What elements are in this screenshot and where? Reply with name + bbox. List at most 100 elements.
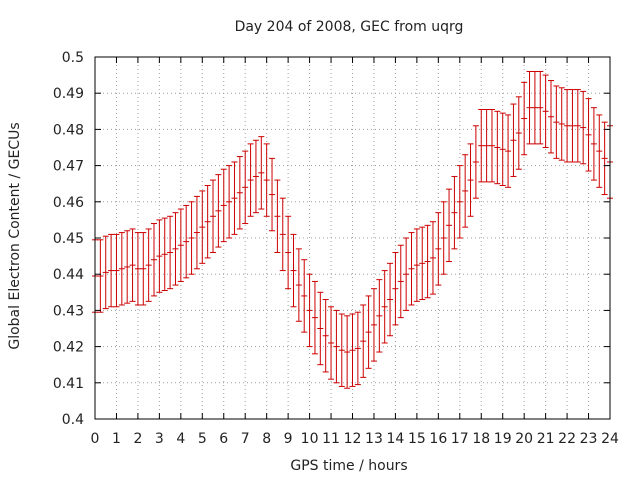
data-point <box>226 165 233 239</box>
data-point <box>269 157 276 232</box>
data-point <box>199 190 206 264</box>
data-point <box>231 161 238 235</box>
x-tick-label: 18 <box>472 431 490 447</box>
x-tick-label: 9 <box>284 431 293 447</box>
data-point <box>456 165 463 239</box>
data-point <box>488 108 495 183</box>
data-point <box>183 204 190 279</box>
x-tick-label: 14 <box>387 431 405 447</box>
data-point <box>108 233 115 308</box>
x-tick-label: 4 <box>176 431 185 447</box>
x-tick-label: 0 <box>91 431 100 447</box>
data-point <box>328 306 335 380</box>
x-tick-label: 3 <box>155 431 164 447</box>
data-point <box>419 226 426 301</box>
data-point <box>424 224 431 299</box>
y-tick-label: 0.46 <box>53 195 84 211</box>
data-point <box>585 98 592 172</box>
data-point <box>381 270 388 344</box>
data-point <box>580 90 587 165</box>
x-axis-label: GPS time / hours <box>290 458 407 474</box>
x-tick-label: 23 <box>580 431 598 447</box>
x-tick-label: 13 <box>365 431 383 447</box>
y-tick-label: 0.48 <box>53 122 84 138</box>
data-point <box>118 232 125 306</box>
y-tick-label: 0.5 <box>62 50 84 66</box>
data-point <box>499 112 506 187</box>
data-point <box>397 244 404 319</box>
data-point <box>547 80 554 154</box>
data-point <box>360 304 367 378</box>
data-point <box>258 136 265 210</box>
data-point <box>515 96 522 170</box>
y-tick-label: 0.45 <box>53 231 84 247</box>
data-point <box>467 143 474 217</box>
data-point <box>129 228 136 302</box>
data-point <box>210 179 217 253</box>
x-tick-label: 16 <box>429 431 447 447</box>
data-point <box>601 121 608 196</box>
data-point <box>236 156 243 230</box>
data-point <box>156 219 163 293</box>
data-point <box>97 239 104 313</box>
data-point <box>247 143 254 217</box>
data-point <box>151 223 158 297</box>
data-point <box>301 259 308 333</box>
data-point <box>483 108 490 183</box>
data-point <box>311 280 318 355</box>
data-point <box>387 262 394 337</box>
data-point <box>140 232 147 306</box>
x-tick-label: 6 <box>219 431 228 447</box>
data-point <box>274 179 281 253</box>
y-tick-label: 0.41 <box>53 376 84 392</box>
data-point <box>193 195 200 270</box>
data-point <box>317 291 324 366</box>
data-point <box>596 114 603 188</box>
data-point <box>510 103 517 177</box>
data-point <box>333 309 340 384</box>
data-point <box>564 89 571 163</box>
data-point <box>145 228 152 302</box>
data-point <box>531 70 538 145</box>
data-point <box>167 215 174 290</box>
data-point <box>161 217 168 291</box>
x-tick-label: 7 <box>241 431 250 447</box>
x-tick-label: 20 <box>515 431 533 447</box>
y-tick-label: 0.43 <box>53 303 84 319</box>
data-point <box>354 311 361 386</box>
data-point <box>172 212 179 286</box>
y-tick-label: 0.42 <box>53 340 84 356</box>
data-point <box>440 201 447 275</box>
y-tick-label: 0.47 <box>53 159 84 175</box>
data-point <box>338 313 345 387</box>
data-point <box>446 188 453 263</box>
x-tick-label: 10 <box>301 431 319 447</box>
x-tick-label: 11 <box>322 431 340 447</box>
data-point <box>558 87 565 161</box>
data-point <box>177 208 184 282</box>
data-point <box>526 70 533 145</box>
data-point <box>344 315 351 389</box>
x-tick-label: 17 <box>451 431 469 447</box>
gec-series <box>92 70 613 389</box>
data-point <box>113 233 120 308</box>
data-point <box>542 74 549 148</box>
data-point <box>306 273 313 348</box>
x-tick-label: 15 <box>408 431 426 447</box>
data-point <box>204 185 211 259</box>
data-point <box>252 139 259 214</box>
data-point <box>365 295 372 369</box>
data-point <box>376 279 383 353</box>
data-point <box>349 313 356 387</box>
x-tick-label: 2 <box>133 431 142 447</box>
data-point <box>322 299 329 373</box>
data-point <box>370 288 377 362</box>
data-point <box>494 110 501 185</box>
data-point <box>413 228 420 302</box>
chart-title: Day 204 of 2008, GEC from uqrg <box>235 19 464 35</box>
data-point <box>102 235 109 310</box>
data-point <box>215 174 222 248</box>
data-point <box>403 237 410 311</box>
data-point <box>537 70 544 145</box>
